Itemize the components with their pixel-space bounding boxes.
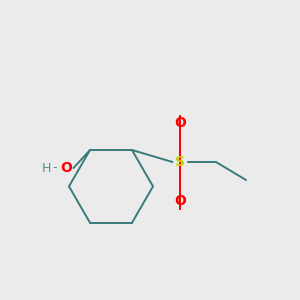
Text: O: O xyxy=(174,116,186,130)
Text: H: H xyxy=(42,161,51,175)
Text: S: S xyxy=(175,155,185,169)
Text: O: O xyxy=(60,161,72,175)
Text: -: - xyxy=(52,161,57,175)
Text: O: O xyxy=(174,194,186,208)
